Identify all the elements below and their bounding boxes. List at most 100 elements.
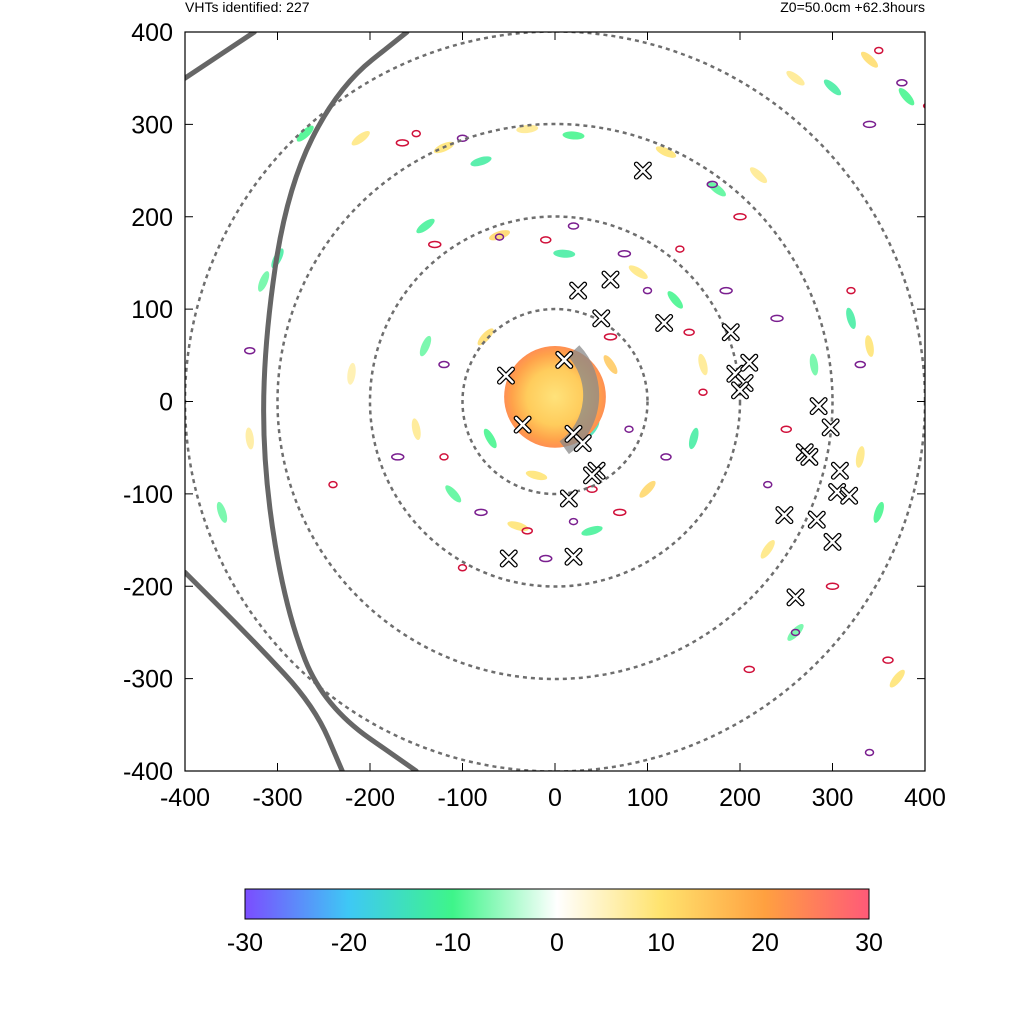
anomaly-blob [507,521,529,532]
contour-line [864,748,875,757]
contour-line [846,286,856,295]
vht-marker [592,309,611,328]
contour-line [862,120,877,129]
anomaly-blob [216,501,228,523]
vht-markers [496,161,859,607]
anomaly-blob [477,328,494,346]
contour-line [521,527,533,535]
vht-marker-cross [822,419,839,436]
contour-line [391,453,405,461]
contour-line [395,139,410,147]
vht-marker [496,366,515,385]
vht-count-label: VHTs identified: 227 [185,0,310,15]
vht-marker-cross [561,490,577,507]
x-tick-label: -400 [160,784,210,812]
anomaly-blob [525,470,548,481]
colorbar-tick-label: -10 [435,929,471,957]
anomaly-blob [787,624,804,641]
vht-marker [555,350,574,369]
colorbar [244,888,870,920]
y-tick-label: -100 [123,481,173,509]
contour-line [624,425,634,433]
storm-track [185,569,345,771]
vht-marker-cross [498,367,514,384]
anomaly-blob [416,218,435,234]
contour-line [882,656,894,664]
contour-line [922,103,925,109]
range-ring [368,215,742,588]
contour-line [660,453,672,461]
x-tick-label: -100 [437,784,487,812]
storm-track [261,32,419,771]
anomaly-blob [411,418,421,441]
contour-line [719,286,733,295]
anomaly-blob [865,335,874,357]
x-tick-label: 400 [904,784,946,812]
vht-marker-cross [832,463,848,479]
contour-line [328,480,338,489]
vht-marker [830,461,849,480]
contour-line [790,628,801,637]
contour-line [706,180,718,189]
anomaly-blob [628,265,648,280]
x-tick-label: 200 [719,784,761,812]
vht-marker [821,418,840,437]
y-tick-label: 0 [159,389,173,417]
y-tick-label: -400 [123,758,173,786]
vht-marker-cross [776,507,793,523]
vht-marker [564,547,583,566]
anomaly-blob [698,353,708,376]
contour-line [617,249,632,258]
vht-marker [721,323,740,342]
vht-marker-cross [810,398,827,414]
anomaly-blob [258,271,270,292]
anomaly-blob [655,146,677,158]
contour-line [743,665,755,674]
anomaly-blob [347,362,356,385]
contour-line [780,425,792,433]
vht-marker-cross [556,352,572,368]
anomaly-blob [483,428,497,449]
vht-marker-cross [593,310,609,327]
vht-marker [740,353,759,372]
anomaly-blob [419,335,432,357]
vht-marker-cross [635,162,651,179]
vht-marker [569,281,588,300]
anomaly-blob [809,353,819,376]
contour-line [457,564,468,572]
contour-line [474,508,488,517]
vht-marker [573,434,592,453]
vht-marker-cross [514,416,531,433]
vht-marker-cross [741,354,757,371]
y-tick-label: 100 [131,296,173,324]
contour-line [540,236,552,244]
anomaly-blob [860,51,879,68]
contour-line [854,360,866,369]
vht-marker [513,415,532,434]
vht-marker [809,397,828,416]
anomaly-blob [749,167,768,184]
anomaly-blob [823,79,842,96]
colorbar-ticks: -30 -20 -10 0 10 20 30 [227,929,883,957]
x-tick-label: 100 [627,784,669,812]
contour-line [675,245,685,253]
vht-marker [731,381,749,400]
y-tick-label: -300 [123,666,173,694]
colorbar-tick-label: 30 [855,929,883,957]
storm-tracks [185,32,419,771]
y-tick-label: 300 [131,111,173,139]
colorbar-tick-label: -30 [227,929,263,957]
x-tick-label: -200 [345,784,395,812]
contour-line [763,480,773,489]
contour-line [642,286,653,295]
vht-marker [807,510,826,529]
contour-line [733,213,747,221]
contour-line [539,554,553,563]
anomaly-blob [296,125,314,142]
anomaly-blob [667,291,683,309]
vht-marker-cross [656,315,672,331]
contour-line [568,517,579,526]
vht-marker [786,588,805,607]
vht-marker-cross [565,548,582,565]
contour-line [613,508,627,517]
